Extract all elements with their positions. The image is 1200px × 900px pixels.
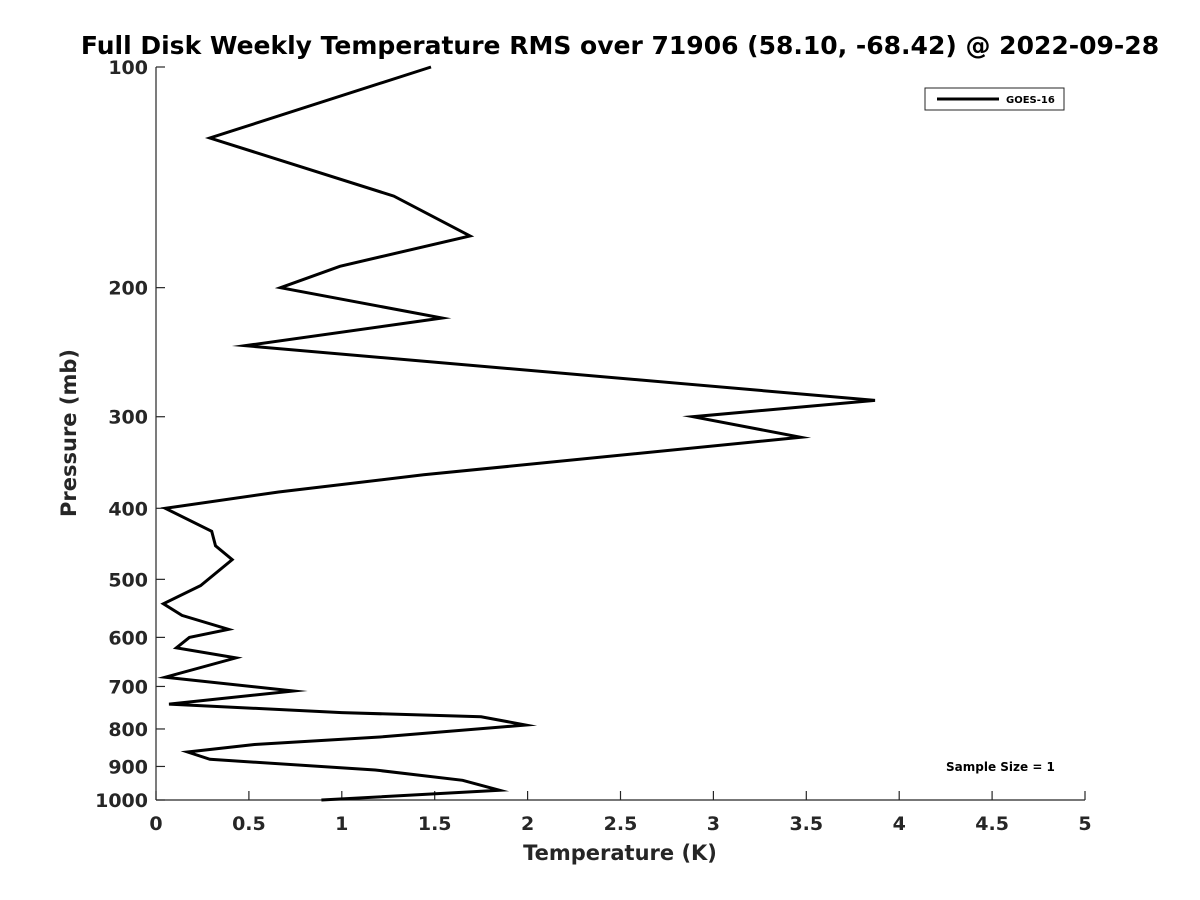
x-tick-label: 5 <box>1078 813 1091 835</box>
legend: GOES-16 <box>924 87 1065 111</box>
y-tick-label: 100 <box>108 57 148 79</box>
y-tick-label: 1000 <box>95 790 148 812</box>
y-tick-label: 200 <box>108 278 148 300</box>
x-tick-label: 2.5 <box>604 813 638 835</box>
x-tick-label: 1 <box>335 813 348 835</box>
x-axis-ticks: 0 0.5 1 1.5 2 2.5 3 3.5 4 4.5 5 <box>149 791 1092 835</box>
x-tick-label: 0.5 <box>232 813 266 835</box>
x-axis-label: Temperature (K) <box>523 841 717 865</box>
x-tick-label: 0 <box>149 813 162 835</box>
x-tick-label: 3 <box>707 813 720 835</box>
chart-title: Full Disk Weekly Temperature RMS over 71… <box>81 31 1159 60</box>
y-tick-label: 500 <box>108 569 148 591</box>
y-tick-label: 400 <box>108 498 148 520</box>
y-tick-label: 900 <box>108 756 148 778</box>
series-layer <box>157 65 876 802</box>
y-axis-ticks: 100 200 300 400 500 600 700 800 900 1000 <box>95 57 165 812</box>
sample-size-annotation: Sample Size = 1 <box>946 760 1055 774</box>
x-tick-label: 2 <box>521 813 534 835</box>
y-tick-label: 600 <box>108 627 148 649</box>
y-tick-label: 700 <box>108 676 148 698</box>
series-line-goes-16 <box>157 65 876 802</box>
x-tick-label: 4 <box>893 813 906 835</box>
x-tick-label: 4.5 <box>975 813 1009 835</box>
y-tick-label: 800 <box>108 719 148 741</box>
x-tick-label: 1.5 <box>418 813 452 835</box>
x-tick-label: 3.5 <box>789 813 823 835</box>
y-tick-label: 300 <box>108 407 148 429</box>
y-axis-label: Pressure (mb) <box>57 349 81 517</box>
legend-label-goes-16: GOES-16 <box>1006 95 1055 106</box>
